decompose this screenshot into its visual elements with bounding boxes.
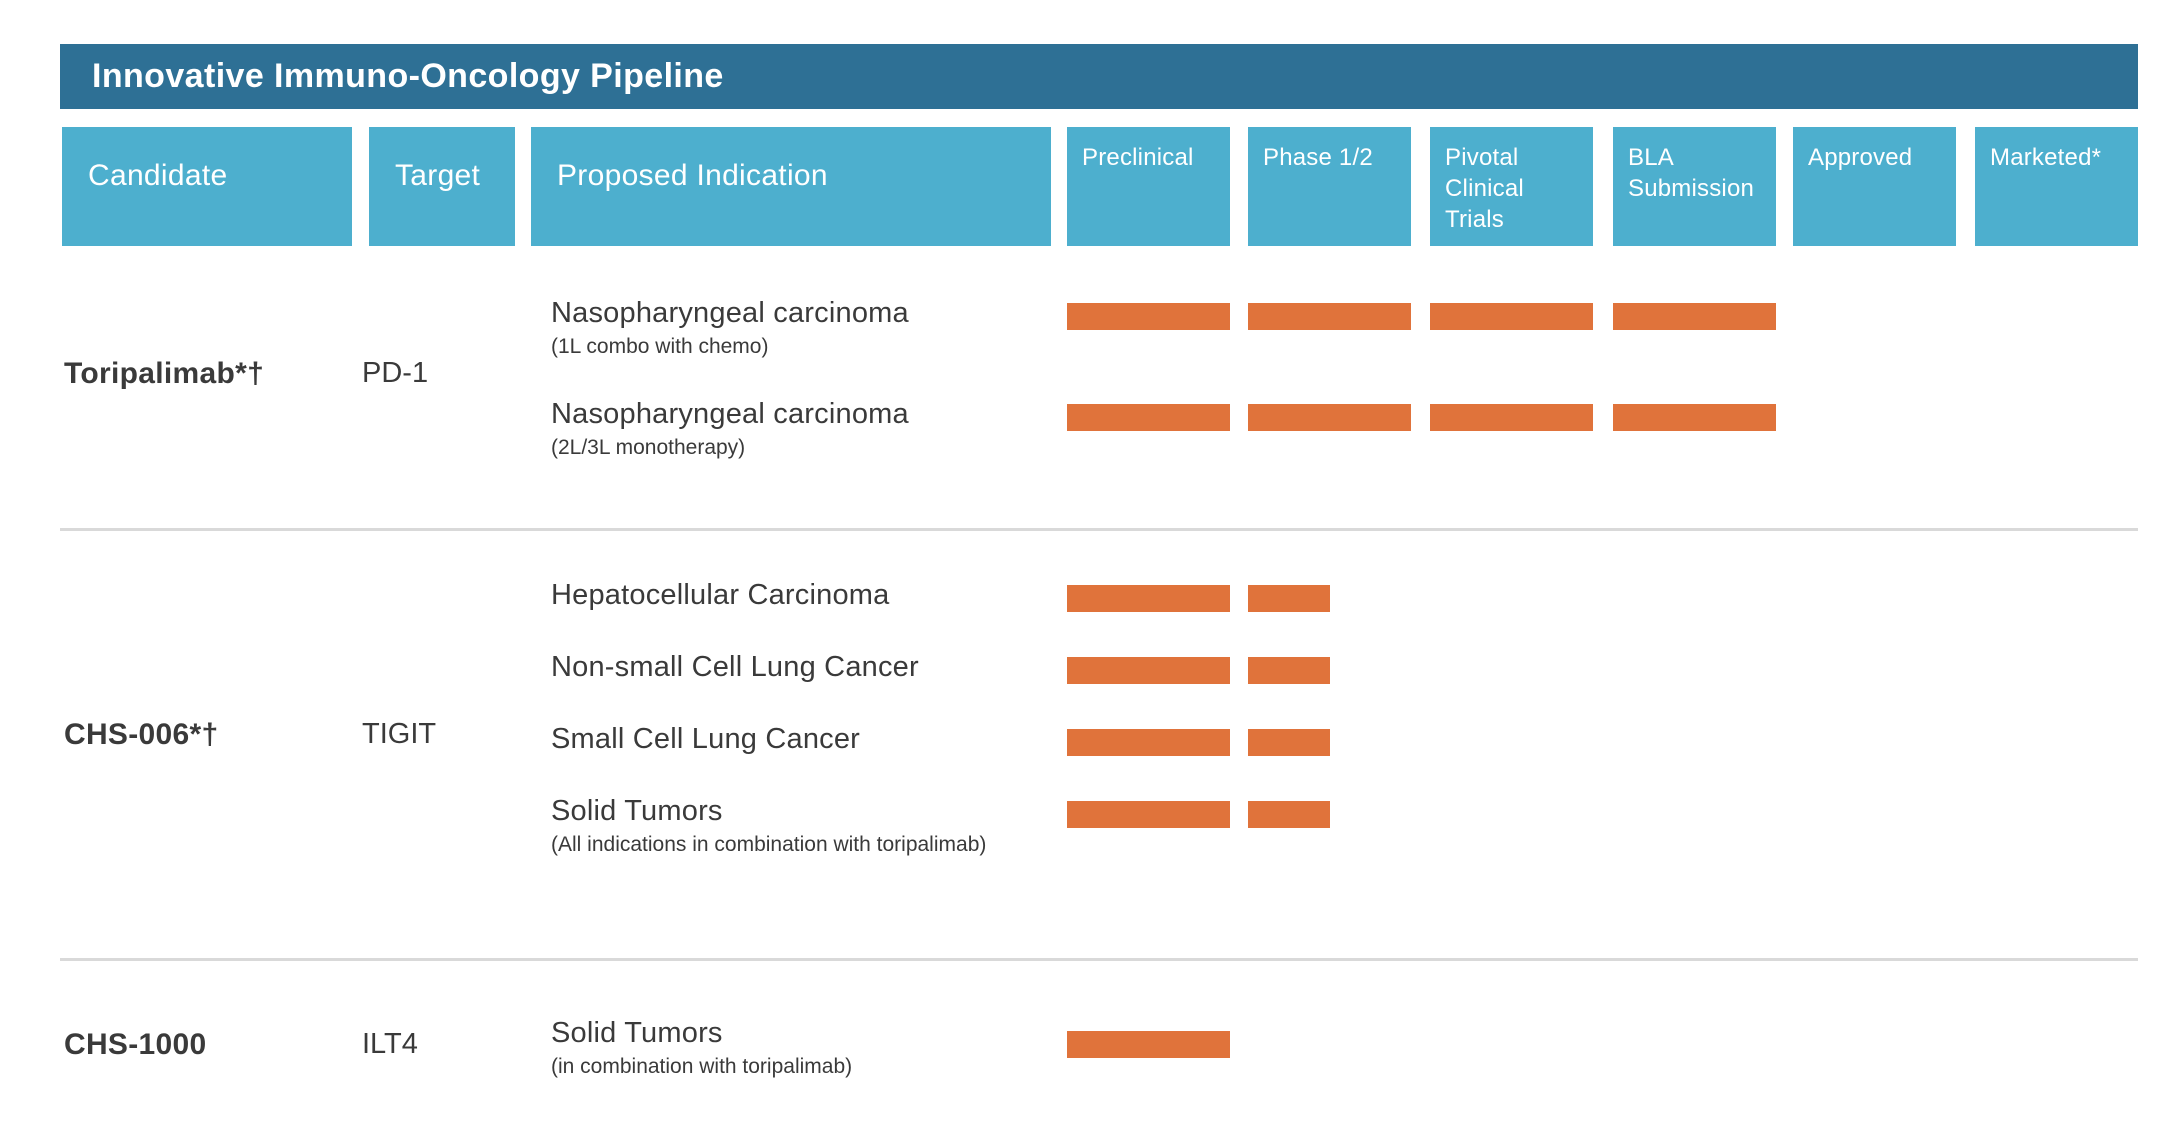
- candidate-name: CHS-006*†: [64, 718, 219, 751]
- indication-name: Nasopharyngeal carcinoma: [551, 297, 909, 329]
- progress-bar: [1067, 404, 1230, 431]
- column-header-preclinical: Preclinical: [1067, 127, 1230, 246]
- indication: Small Cell Lung Cancer: [551, 722, 1031, 756]
- column-header-candidate: Candidate: [62, 127, 352, 246]
- indication-name: Hepatocellular Carcinoma: [551, 579, 890, 611]
- column-header-target: Target: [369, 127, 515, 246]
- indication: Solid Tumors (in combination with toripal…: [551, 1016, 1031, 1080]
- indication: Nasopharyngeal carcinoma (1L combo with c…: [551, 296, 1031, 360]
- column-header-pivotal-trials: Pivotal Clinical Trials: [1430, 127, 1593, 246]
- progress-bar: [1248, 729, 1330, 756]
- indication-detail: (in combination with toripalimab): [551, 1055, 853, 1078]
- progress-bar: [1248, 585, 1330, 612]
- progress-bar: [1067, 585, 1230, 612]
- progress-bar: [1067, 801, 1230, 828]
- progress-bar: [1430, 404, 1593, 431]
- page-title: Innovative Immuno-Oncology Pipeline: [60, 44, 2138, 109]
- column-header-bla-submission: BLA Submission: [1613, 127, 1776, 246]
- indication-detail: (All indications in combination with tor…: [551, 833, 987, 856]
- progress-bar: [1248, 404, 1411, 431]
- progress-bar: [1067, 729, 1230, 756]
- indication-name: Solid Tumors: [551, 1017, 723, 1049]
- indication-name: Small Cell Lung Cancer: [551, 723, 861, 755]
- column-header-indication: Proposed Indication: [531, 127, 1051, 246]
- column-header-marketed: Marketed*: [1975, 127, 2138, 246]
- progress-bar: [1067, 1031, 1230, 1058]
- row-divider: [60, 528, 2138, 531]
- indication-name: Non-small Cell Lung Cancer: [551, 651, 919, 683]
- indication: Hepatocellular Carcinoma: [551, 578, 1031, 612]
- indication-name: Nasopharyngeal carcinoma: [551, 398, 909, 430]
- indication: Solid Tumors (All indications in combinat…: [551, 794, 1031, 858]
- column-header-approved: Approved: [1793, 127, 1956, 246]
- progress-bar: [1248, 657, 1330, 684]
- column-header-phase-1-2: Phase 1/2: [1248, 127, 1411, 246]
- progress-bar: [1067, 657, 1230, 684]
- indication-detail: (1L combo with chemo): [551, 335, 769, 358]
- progress-bar: [1067, 303, 1230, 330]
- target-name: TIGIT: [362, 718, 437, 750]
- indication-detail: (2L/3L monotherapy): [551, 436, 746, 459]
- candidate-name: CHS-1000: [64, 1028, 207, 1061]
- row-divider: [60, 958, 2138, 961]
- target-name: ILT4: [362, 1028, 418, 1060]
- target-name: PD-1: [362, 357, 429, 389]
- progress-bar: [1430, 303, 1593, 330]
- indication-name: Solid Tumors: [551, 795, 723, 827]
- progress-bar: [1248, 303, 1411, 330]
- progress-bar: [1613, 303, 1776, 330]
- indication: Non-small Cell Lung Cancer: [551, 650, 1031, 684]
- progress-bar: [1613, 404, 1776, 431]
- progress-bar: [1248, 801, 1330, 828]
- indication: Nasopharyngeal carcinoma (2L/3L monothera…: [551, 397, 1031, 461]
- candidate-name: Toripalimab*†: [64, 357, 265, 390]
